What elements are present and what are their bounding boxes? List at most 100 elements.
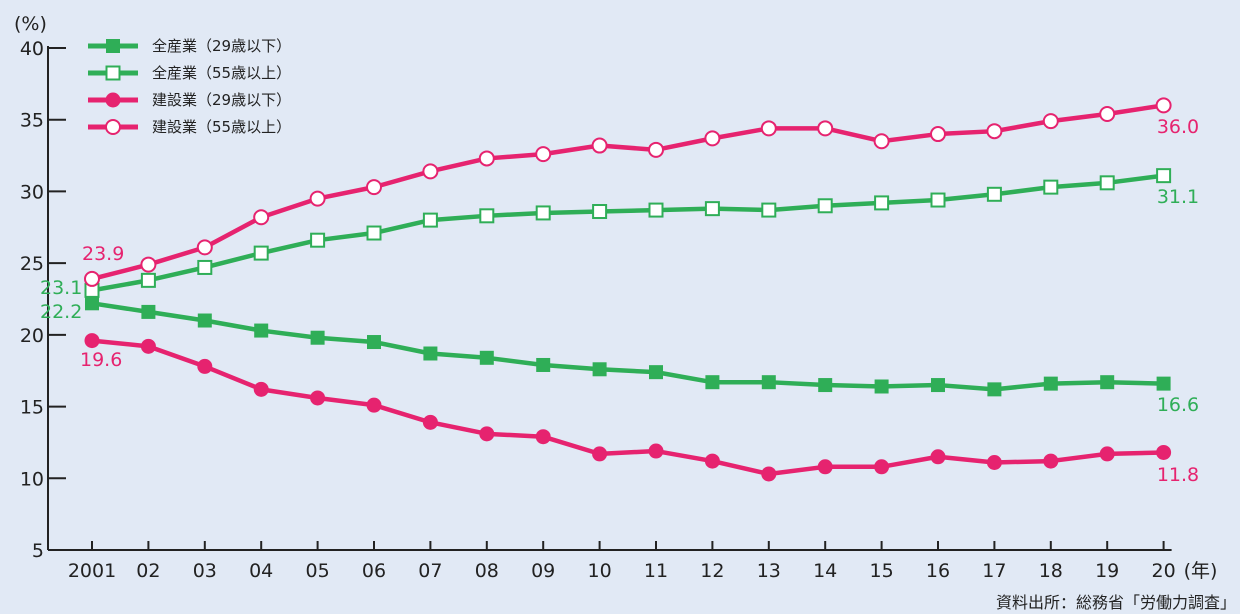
x-axis-unit-label: (年) [1184,560,1218,582]
data-label: 16.6 [1157,394,1199,416]
data-point [591,137,608,154]
data-point [253,245,269,261]
x-tick-label: 12 [700,560,724,582]
legend-swatch-marker [105,119,121,135]
data-point [930,192,946,208]
data-point [196,239,213,256]
x-tick-label: 19 [1095,560,1119,582]
data-point [986,123,1003,140]
data-point [704,201,720,217]
data-point [423,346,438,361]
data-point [366,225,382,241]
data-label: 11.8 [1157,464,1199,486]
data-point [197,313,212,328]
y-tick-label: 25 [20,253,44,275]
legend-label: 全産業（55歳以上） [152,64,291,82]
data-point [1156,444,1172,460]
legend: 全産業（29歳以下） 全産業（55歳以上） 建設業（29歳以下） 建設業（55歳以上） [88,37,291,136]
data-point [930,449,946,465]
data-point [592,204,608,220]
data-point [931,378,945,393]
data-label: 22.2 [40,301,82,323]
x-tick-label: 17 [982,560,1006,582]
series-3 [84,333,1172,482]
data-point [85,296,99,311]
data-point [648,202,664,218]
data-point [705,375,720,390]
source-note: 資料出所：総務省「労働力調査」 [996,593,1236,612]
series-line [91,301,1164,392]
x-tick-label: 07 [418,560,442,582]
y-tick-label: 10 [20,468,44,490]
x-tick-label: 10 [588,560,612,582]
x-tick-label: 05 [306,560,330,582]
data-point [1156,376,1171,391]
data-point [1042,113,1059,130]
data-point [818,378,833,393]
series-1 [85,296,1171,397]
data-point [535,429,551,445]
y-tick-label: 30 [20,181,44,203]
data-point [535,146,552,163]
data-labels: 23.923.122.2 19.6 36.0 31.1 16.6 11.8 [40,116,1199,486]
data-label: 23.9 [82,243,124,265]
data-point [366,397,382,413]
data-point [310,232,326,248]
series-layer [84,97,1172,482]
data-point [986,455,1002,471]
data-point [817,120,834,137]
data-point [253,209,270,226]
legend-item-4: 建設業（55歳以上） [88,118,291,136]
y-tick-label: 5 [32,540,44,562]
x-tick-label: 15 [870,560,894,582]
y-tick-label: 40 [20,38,44,60]
data-point [84,270,100,287]
legend-item-2: 全産業（55歳以上） [88,64,291,82]
legend-item-1: 全産業（29歳以下） [88,37,291,55]
data-point [930,126,946,143]
data-point [592,446,608,462]
x-tick-label: 20 [1152,560,1176,582]
x-tick-label: 06 [362,560,386,582]
data-point [1043,453,1059,469]
data-point [309,190,326,207]
axes: (%) 5 10 15 20 25 30 35 40 2001 02 03 04 05 06 07 08 09 10… [14,13,1217,582]
x-tick-label: 02 [136,560,160,582]
data-point [704,130,721,147]
x-tick-label: 04 [249,560,273,582]
data-point [479,208,495,224]
x-tick-label: 2001 [68,560,116,582]
data-label: 31.1 [1157,186,1199,208]
data-point [422,212,438,228]
x-tick-label: 09 [531,560,555,582]
data-point [1099,446,1115,462]
legend-swatch-marker [105,65,121,81]
legend-label: 建設業（29歳以下） [152,91,291,109]
data-point [253,381,269,397]
data-point [310,330,325,345]
legend-item-3: 建設業（29歳以下） [88,91,291,109]
data-point [760,120,777,137]
data-point [592,362,607,377]
data-point [874,459,890,475]
data-point [761,466,777,482]
data-point [648,443,664,459]
series-4 [84,97,1172,287]
data-point [478,150,495,167]
data-point [1156,168,1172,184]
data-point [197,259,213,275]
data-point [817,459,833,475]
data-point [987,382,1002,397]
data-point [704,453,720,469]
data-point [536,357,551,372]
data-point [479,426,495,442]
data-point [140,256,157,273]
series-2 [84,168,1172,298]
y-tick-label: 20 [20,325,44,347]
data-point [1043,179,1059,195]
data-point [366,179,382,196]
data-label: 36.0 [1157,116,1199,138]
y-tick-label: 15 [20,397,44,419]
data-label: 23.1 [40,277,82,299]
